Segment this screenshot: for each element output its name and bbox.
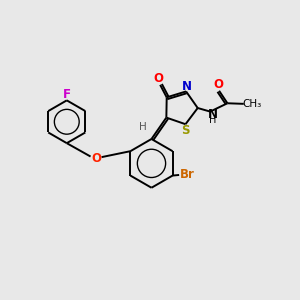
Text: N: N xyxy=(208,108,218,121)
Text: H: H xyxy=(139,122,146,132)
Text: O: O xyxy=(154,72,164,86)
Text: F: F xyxy=(63,88,71,101)
Text: O: O xyxy=(214,78,224,91)
Text: Br: Br xyxy=(180,168,195,181)
Text: N: N xyxy=(182,80,192,93)
Text: CH₃: CH₃ xyxy=(242,99,262,109)
Text: S: S xyxy=(182,124,190,136)
Text: H: H xyxy=(209,115,216,125)
Text: O: O xyxy=(92,152,101,164)
